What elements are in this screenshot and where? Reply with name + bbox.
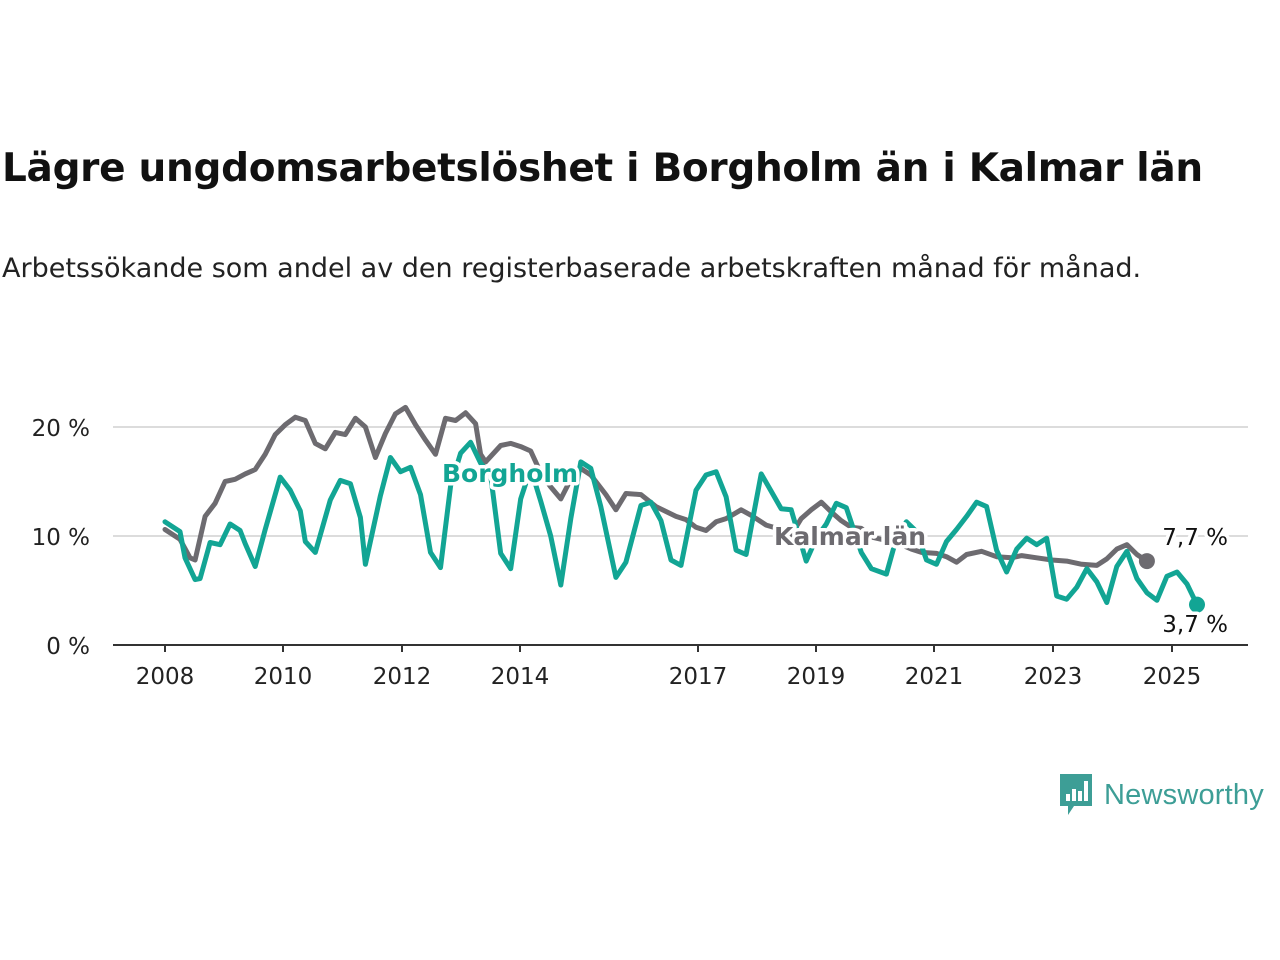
end-value-label-borgholm: 3,7 % [1162,612,1228,638]
end-value-label-borgholm-halo: 3,7 % [1162,612,1228,638]
x-tick-label: 2025 [1143,664,1202,690]
newsworthy-logo: Newsworthy [1058,772,1264,818]
x-tick-label: 2019 [787,664,846,690]
x-tick-label: 2014 [491,664,550,690]
x-tick-label: 2012 [373,664,432,690]
x-tick-label: 2010 [254,664,313,690]
x-tick-label: 2008 [136,664,195,690]
x-axis [113,644,1248,652]
end-value-label-kalmar: 7,7 % [1162,525,1228,551]
end-point-borgholm [1189,596,1205,613]
y-tick-label: 0 % [46,634,90,660]
series-label-borgholm-halo: Borgholm [442,459,578,488]
series-line-kalmar-l-n [162,404,1150,568]
x-tick-label: 2017 [669,664,728,690]
series-end-markers [1138,553,1205,613]
chart-subtitle: Arbetssökande som andel av den registerb… [2,253,1142,284]
chart-title: Lägre ungdomsarbetslöshet i Borgholm än … [2,146,1203,191]
x-tick-label: 2023 [1024,664,1083,690]
series-label-kalmar-halo: Kalmar län [774,522,926,551]
x-tick-label: 2021 [905,664,964,690]
end-point-kalmar-l-n [1138,553,1155,570]
x-axis-labels: 2008 2010 2012 2014 2017 2019 2021 2023 2025 [136,664,1202,690]
line-chart: 0 % 10 % 20 % 2008 2010 2012 2014 2017 2019 2021… [32,404,1248,690]
y-tick-label: 20 % [32,416,90,442]
end-value-label-kalmar-halo: 7,7 % [1162,525,1228,551]
series-label-borgholm: Borgholm [442,459,578,488]
y-tick-label: 10 % [32,525,90,551]
series-line-borgholm [162,439,1200,608]
series-label-kalmar: Kalmar län [774,522,926,551]
newsworthy-logo-icon [1060,774,1092,815]
series-lines [162,404,1200,608]
newsworthy-logo-text: Newsworthy [1104,778,1264,811]
y-axis-labels: 0 % 10 % 20 % [32,416,90,660]
